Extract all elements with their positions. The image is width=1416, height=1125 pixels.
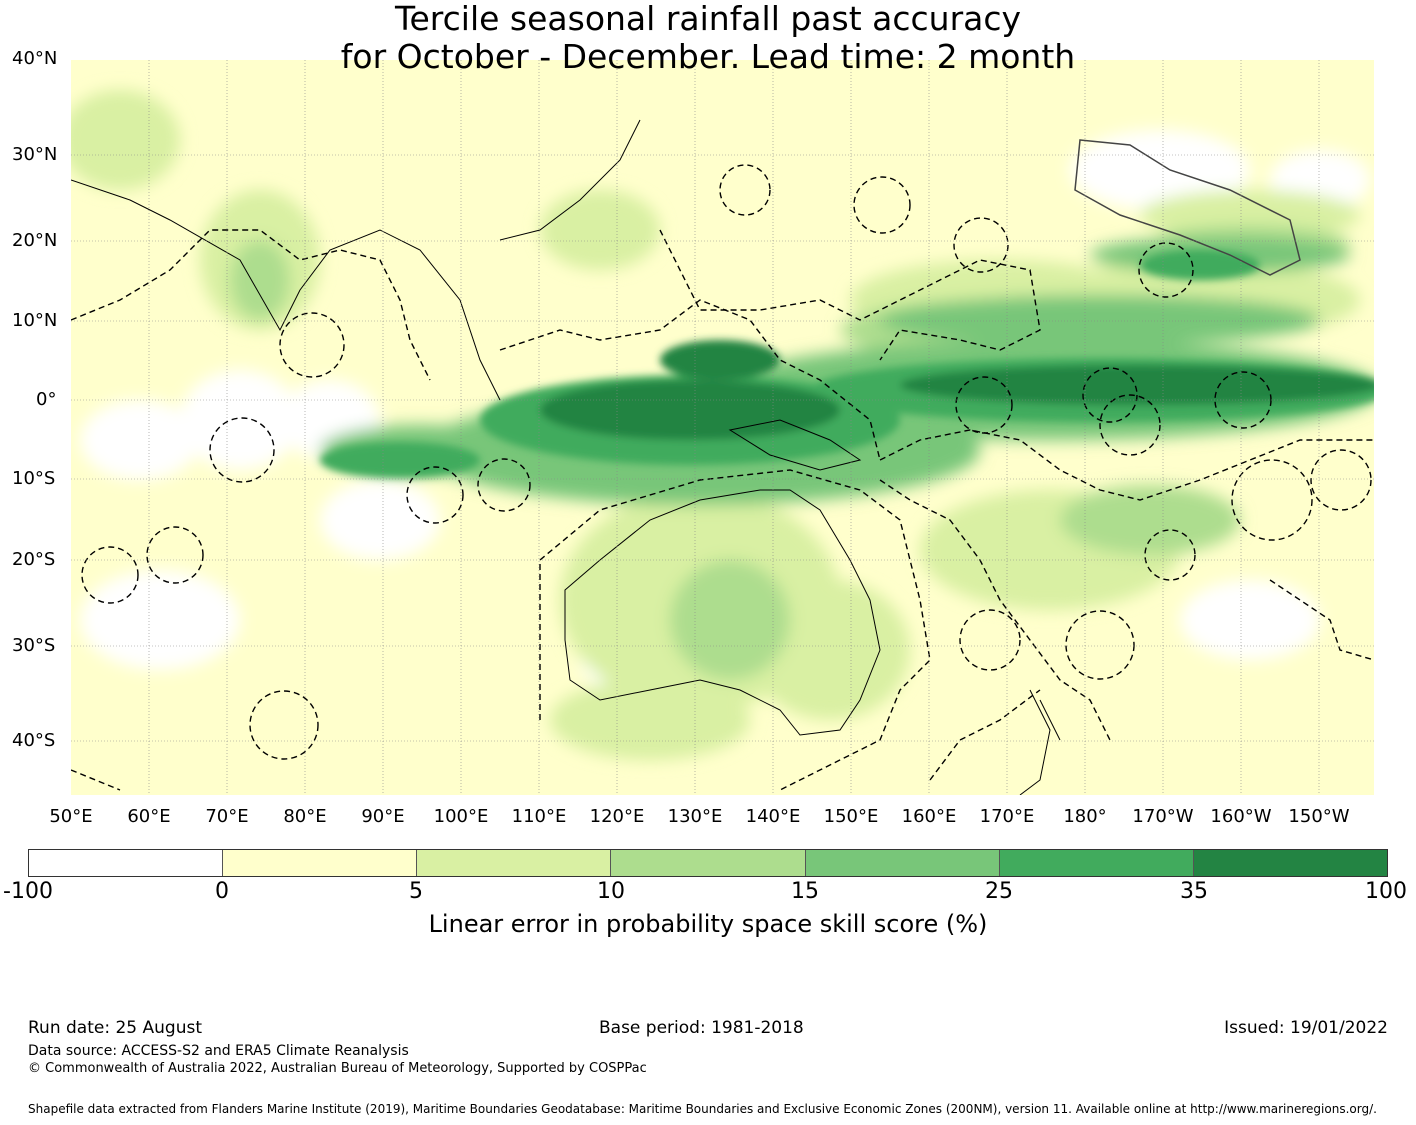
lon-label: 150°E bbox=[823, 806, 879, 827]
colorbar-tick: 0 bbox=[215, 879, 229, 904]
lon-label: 130°E bbox=[667, 806, 723, 827]
colorbar-label: Linear error in probability space skill … bbox=[428, 910, 988, 938]
lon-label: 50°E bbox=[49, 806, 93, 827]
colorbar-tick: 5 bbox=[409, 879, 423, 904]
colorbar-segment bbox=[29, 850, 224, 876]
lon-label: 110°E bbox=[511, 806, 567, 827]
colorbar-segment bbox=[1193, 850, 1387, 876]
lat-label: 10°S bbox=[12, 468, 56, 489]
issued-date: Issued: 19/01/2022 bbox=[1224, 1018, 1388, 1038]
lat-label: 0° bbox=[36, 389, 57, 410]
lon-label: 160°W bbox=[1210, 806, 1272, 827]
colorbar-segment bbox=[805, 850, 1000, 876]
lon-label: 70°E bbox=[205, 806, 249, 827]
lon-label: 140°E bbox=[745, 806, 801, 827]
map-title-line-1: Tercile seasonal rainfall past accuracy bbox=[394, 0, 1022, 38]
lat-label: 10°N bbox=[12, 310, 58, 331]
colorbar-segment bbox=[223, 850, 418, 876]
lon-label: 170°W bbox=[1132, 806, 1194, 827]
lon-label: 150°W bbox=[1288, 806, 1350, 827]
lon-label: 90°E bbox=[361, 806, 405, 827]
lat-label: 40°S bbox=[12, 730, 56, 751]
lat-label: 20°N bbox=[12, 230, 58, 251]
lat-label: 40°N bbox=[12, 48, 58, 69]
colorbar-tick: 100 bbox=[1365, 879, 1407, 904]
lat-label: 20°S bbox=[12, 549, 56, 570]
lon-label: 160°E bbox=[901, 806, 957, 827]
lon-label: 100°E bbox=[433, 806, 489, 827]
lon-label: 80°E bbox=[283, 806, 327, 827]
colorbar-tick: 10 bbox=[597, 879, 625, 904]
skill-score-map bbox=[71, 60, 1374, 795]
shapefile-credit: Shapefile data extracted from Flanders M… bbox=[28, 1102, 1377, 1116]
colorbar-tick: 35 bbox=[1180, 879, 1208, 904]
colorbar-segment bbox=[999, 850, 1194, 876]
colorbar-tick: 25 bbox=[985, 879, 1013, 904]
lat-label: 30°N bbox=[12, 144, 58, 165]
base-period: Base period: 1981-2018 bbox=[599, 1018, 804, 1038]
colorbar-segment bbox=[417, 850, 612, 876]
lon-label: 180° bbox=[1063, 806, 1107, 827]
lon-label: 170°E bbox=[979, 806, 1035, 827]
lat-label: 30°S bbox=[12, 635, 56, 656]
colorbar bbox=[28, 849, 1388, 877]
colorbar-tick: -100 bbox=[3, 879, 53, 904]
colorbar-tick: 15 bbox=[791, 879, 819, 904]
copyright: © Commonwealth of Australia 2022, Austra… bbox=[28, 1061, 647, 1076]
run-date: Run date: 25 August bbox=[28, 1018, 202, 1038]
map-title-line-2: for October - December. Lead time: 2 mon… bbox=[340, 37, 1076, 76]
colorbar-segment bbox=[611, 850, 806, 876]
lon-label: 60°E bbox=[127, 806, 171, 827]
data-source: Data source: ACCESS-S2 and ERA5 Climate … bbox=[28, 1043, 409, 1059]
lon-label: 120°E bbox=[589, 806, 645, 827]
